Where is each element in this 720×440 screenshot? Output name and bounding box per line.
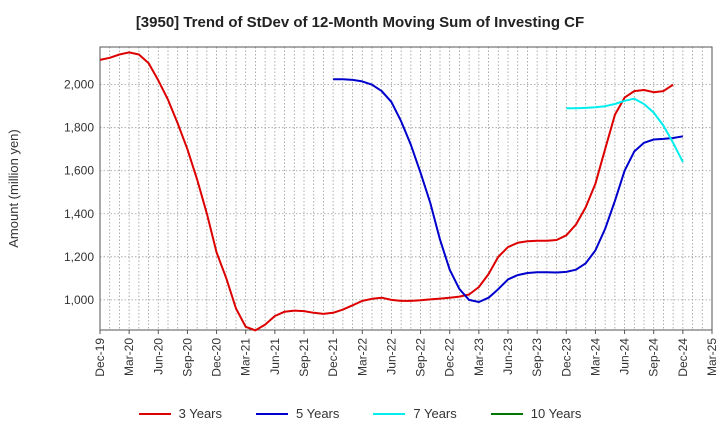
x-tick-label: Mar-25 bbox=[705, 338, 719, 376]
legend-item: 3 Years bbox=[138, 406, 222, 421]
legend-swatch bbox=[490, 412, 523, 415]
x-tick-label: Mar-22 bbox=[355, 338, 369, 376]
x-tick-label: Sep-24 bbox=[647, 338, 661, 377]
series-line-3-years bbox=[99, 51, 674, 332]
legend-label: 3 Years bbox=[178, 406, 222, 421]
x-tick-label: Sep-22 bbox=[414, 338, 428, 377]
legend-swatch bbox=[256, 412, 288, 415]
y-tick-label: 1,800 bbox=[64, 121, 94, 135]
x-tick-label: Dec-20 bbox=[210, 338, 224, 377]
x-tick-label: Dec-24 bbox=[676, 338, 690, 377]
x-tick-label: Mar-24 bbox=[588, 338, 602, 376]
legend-item: 10 Years bbox=[490, 406, 582, 421]
x-tick-label: Sep-21 bbox=[297, 338, 311, 377]
chart-title: [3950] Trend of StDev of 12-Month Moving… bbox=[135, 14, 585, 31]
x-tick-label: Mar-20 bbox=[122, 338, 136, 376]
x-tick-label: Sep-23 bbox=[530, 338, 544, 377]
series-line-7-years bbox=[566, 97, 684, 163]
x-tick-label: Jun-23 bbox=[501, 338, 515, 375]
y-tick-label: 1,200 bbox=[64, 250, 94, 264]
x-tick-label: Sep-20 bbox=[180, 338, 194, 377]
series-line-5-years bbox=[333, 78, 684, 303]
legend-swatch bbox=[138, 412, 171, 415]
x-tick-label: Dec-23 bbox=[559, 338, 573, 377]
y-axis-title: Amount (million yen) bbox=[6, 129, 21, 248]
y-tick-label: 1,000 bbox=[64, 293, 94, 307]
x-tick-label: Jun-24 bbox=[618, 338, 632, 375]
x-tick-label: Dec-22 bbox=[443, 338, 457, 377]
legend-label: 7 Years bbox=[413, 406, 457, 421]
legend-swatch bbox=[373, 412, 406, 415]
y-tick-label: 1,400 bbox=[64, 207, 94, 221]
legend-label: 10 Years bbox=[530, 406, 582, 421]
x-tick-label: Jun-20 bbox=[151, 338, 165, 375]
y-tick-label: 1,600 bbox=[64, 164, 94, 178]
x-tick-label: Jun-21 bbox=[268, 338, 282, 375]
x-tick-label: Dec-19 bbox=[93, 338, 107, 377]
x-tick-label: Dec-21 bbox=[326, 338, 340, 377]
chart-legend: 3 Years 5 Years 7 Years 10 Years bbox=[0, 406, 720, 421]
legend-item: 5 Years bbox=[256, 406, 339, 421]
plot-frame bbox=[99, 46, 713, 331]
x-tick-label: Jun-22 bbox=[384, 338, 398, 375]
legend-item: 7 Years bbox=[373, 406, 457, 421]
x-tick-label: Mar-21 bbox=[239, 338, 253, 376]
legend-label: 5 Years bbox=[296, 406, 340, 421]
x-tick-label: Mar-23 bbox=[472, 338, 486, 376]
y-tick-label: 2,000 bbox=[64, 78, 94, 92]
